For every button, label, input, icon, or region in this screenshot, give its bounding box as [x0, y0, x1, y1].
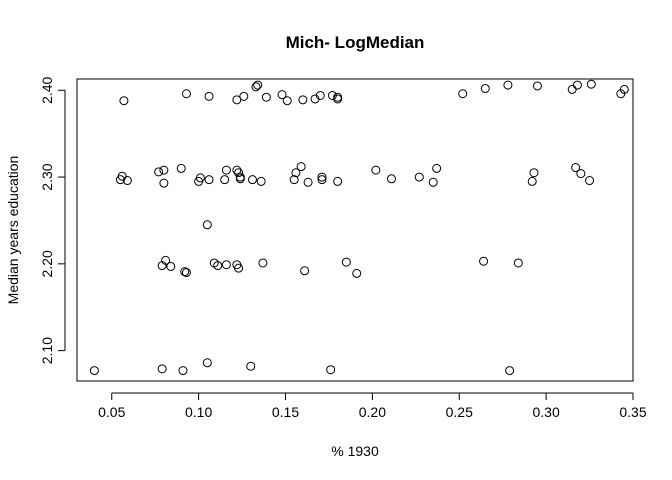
data-point	[291, 168, 301, 178]
y-axis-label: Median years education	[5, 156, 21, 305]
data-point	[258, 258, 268, 268]
data-point	[180, 267, 190, 277]
y-tick-label: 2.40	[39, 76, 55, 103]
data-point	[253, 80, 263, 90]
data-point	[529, 168, 539, 178]
data-point	[432, 163, 442, 173]
data-point	[300, 266, 310, 276]
data-point	[239, 91, 249, 101]
data-point	[166, 261, 176, 271]
data-point	[527, 176, 537, 186]
data-point	[213, 261, 223, 271]
data-point	[157, 364, 167, 374]
data-point	[571, 163, 581, 173]
data-point	[317, 172, 327, 182]
plot-frame	[76, 78, 634, 382]
data-point	[176, 163, 186, 173]
data-point	[89, 366, 99, 376]
data-point	[221, 260, 231, 270]
data-point	[277, 90, 287, 100]
data-point	[341, 257, 351, 267]
data-point	[333, 92, 343, 102]
data-point	[298, 95, 308, 105]
data-point	[503, 80, 513, 90]
data-point	[386, 174, 396, 184]
x-tick-label: 0.35	[619, 404, 646, 420]
data-point	[204, 175, 214, 185]
data-point	[221, 165, 231, 175]
y-axis: 2.10 2.20 2.30 2.40	[39, 76, 66, 364]
data-point	[586, 79, 596, 89]
data-point	[195, 173, 205, 183]
data-point	[220, 175, 230, 185]
data-point	[458, 89, 468, 99]
data-point	[576, 169, 586, 179]
data-point	[154, 167, 164, 177]
data-point	[333, 176, 343, 186]
data-point	[289, 175, 299, 185]
data-point	[159, 165, 169, 175]
chart-title: Mich- LogMedian	[286, 33, 425, 52]
data-point	[572, 80, 582, 90]
data-point	[317, 175, 327, 185]
data-point	[282, 96, 292, 106]
data-point	[122, 176, 132, 186]
data-point	[303, 177, 313, 187]
data-point	[234, 263, 244, 273]
data-point	[181, 268, 191, 278]
data-point	[256, 176, 266, 186]
data-point	[234, 168, 244, 178]
x-axis-label: % 1930	[331, 443, 379, 459]
data-point	[161, 255, 171, 265]
x-tick-label: 0.15	[272, 404, 299, 420]
data-point	[235, 174, 245, 184]
data-point	[117, 171, 127, 181]
data-point	[428, 177, 438, 187]
data-point	[159, 178, 169, 188]
y-tick-label: 2.20	[39, 250, 55, 277]
data-point	[119, 96, 129, 106]
data-point	[567, 84, 577, 94]
data-point	[513, 258, 523, 268]
data-point	[315, 90, 325, 100]
data-points	[89, 79, 629, 376]
x-tick-label: 0.05	[98, 404, 125, 420]
data-point	[619, 84, 629, 94]
data-point	[232, 165, 242, 175]
data-point	[251, 82, 261, 92]
data-point	[371, 165, 381, 175]
x-tick-label: 0.20	[359, 404, 386, 420]
data-point	[505, 366, 515, 376]
x-axis: 0.05 0.10 0.15 0.20 0.25 0.30 0.35	[98, 392, 647, 420]
data-point	[204, 91, 214, 101]
data-point	[261, 92, 271, 102]
data-point	[202, 220, 212, 230]
data-point	[414, 172, 424, 182]
data-point	[246, 361, 256, 371]
y-tick-label: 2.30	[39, 163, 55, 190]
data-point	[296, 162, 306, 172]
data-point	[479, 256, 489, 266]
data-point	[247, 175, 257, 185]
x-tick-label: 0.10	[185, 404, 212, 420]
data-point	[326, 365, 336, 375]
data-point	[352, 268, 362, 278]
x-tick-label: 0.25	[446, 404, 473, 420]
y-tick-label: 2.10	[39, 337, 55, 364]
data-point	[178, 366, 188, 376]
data-point	[532, 81, 542, 91]
data-point	[232, 95, 242, 105]
x-tick-label: 0.30	[533, 404, 560, 420]
data-point	[181, 89, 191, 99]
data-point	[202, 358, 212, 368]
data-point	[480, 84, 490, 94]
data-point	[585, 176, 595, 186]
